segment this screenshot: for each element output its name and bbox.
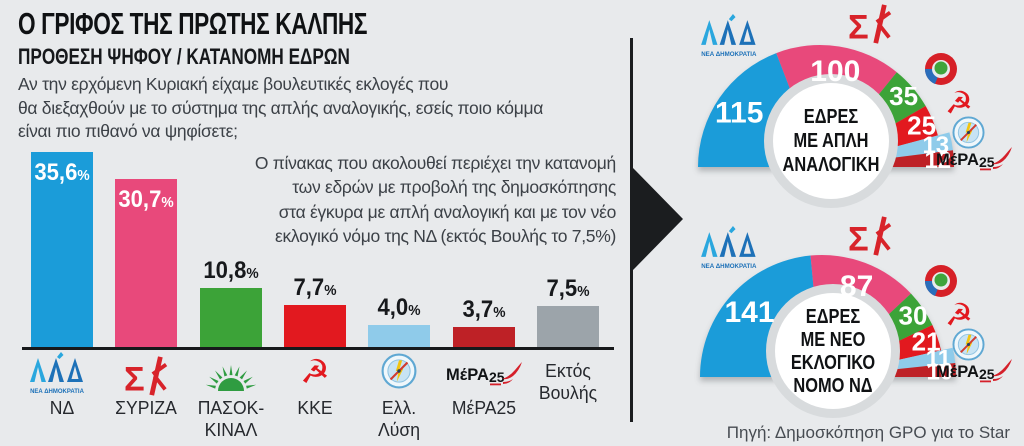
bar-pasok bbox=[199, 287, 262, 347]
nd-logo-icon: ΝΕΑ ΔΗΜΟΚΡΑΤΙΑ bbox=[27, 352, 97, 396]
page-subtitle: ΠΡΟΘΕΣΗ ΨΗΦΟΥ / ΚΑΤΑΝΟΜΗ ΕΔΡΩΝ bbox=[18, 44, 350, 69]
svg-text:Σ: Σ bbox=[124, 360, 145, 398]
bar-value-pasok: 10,8% bbox=[202, 256, 259, 284]
poll-question: Αν την ερχόμενη Κυριακή είχαμε βουλευτικ… bbox=[18, 74, 544, 142]
bar-value-mera25: 3,7% bbox=[462, 295, 505, 323]
percent-sign: % bbox=[408, 302, 421, 320]
pasok-logo-icon bbox=[201, 355, 261, 393]
gauge-new-electoral-law: 141 87 30 21 11 10 ΕΔΡΕΣ ΜΕ ΝΕΟ ΕΚΛΟΓΙΚΟ ΝΟΜΟ… bbox=[670, 216, 1024, 446]
axis-label-syriza: ΣΥΡΙΖΑ bbox=[115, 397, 178, 418]
svg-text:25: 25 bbox=[979, 154, 995, 170]
gauge0-seats-pasok: 35 bbox=[889, 81, 918, 111]
bar-chart-axis bbox=[22, 347, 614, 350]
svg-text:ΜέΡΑ: ΜέΡΑ bbox=[446, 366, 489, 384]
svg-text:☭: ☭ bbox=[945, 85, 973, 121]
gauge1-seats-nd: 141 bbox=[724, 296, 774, 329]
bar-ektos bbox=[536, 305, 599, 347]
svg-text:25: 25 bbox=[979, 366, 995, 382]
bar-nd bbox=[31, 151, 93, 347]
gauge0-seats-syriza: 100 bbox=[810, 55, 860, 88]
axis-label-kke: ΚΚΕ bbox=[297, 397, 333, 418]
bar-value-ellysi: 4,0% bbox=[377, 294, 421, 322]
svg-text:25: 25 bbox=[489, 369, 505, 385]
gauge1-center-disc bbox=[775, 293, 891, 409]
gauge0-seats-nd: 115 bbox=[715, 96, 763, 129]
gauge0-seats-kke: 25 bbox=[907, 110, 936, 140]
syriza-logo-icon: Σ bbox=[124, 354, 168, 398]
percent-sign: % bbox=[77, 166, 90, 184]
svg-text:ΜέΡΑ: ΜέΡΑ bbox=[936, 363, 979, 381]
ellysi-logo-icon bbox=[381, 353, 417, 389]
axis-label-nd: ΝΔ bbox=[49, 397, 75, 418]
axis-label-ellysi: Ελλ. Λύση bbox=[378, 397, 421, 440]
bar-value-ektos: 7,5% bbox=[546, 274, 590, 302]
svg-text:☭: ☭ bbox=[945, 297, 973, 333]
page-title: Ο ΓΡΙΦΟΣ ΤΗΣ ΠΡΩΤΗΣ ΚΑΛΠΗΣ bbox=[18, 6, 368, 41]
gauge1-seats-ellysi: 11 bbox=[926, 346, 951, 373]
percent-sign: % bbox=[492, 303, 505, 321]
axis-label-pasok: ΠΑΣΟΚ- ΚΙΝΑΛ bbox=[197, 397, 264, 440]
svg-text:ΝΕΑ ΔΗΜΟΚΡΑΤΙΑ: ΝΕΑ ΔΗΜΟΚΡΑΤΙΑ bbox=[701, 263, 757, 270]
divider-arrow-icon bbox=[633, 168, 683, 270]
svg-text:ΝΕΑ ΔΗΜΟΚΡΑΤΙΑ: ΝΕΑ ΔΗΜΟΚΡΑΤΙΑ bbox=[701, 51, 757, 58]
bar-kke bbox=[283, 304, 346, 347]
divider-line bbox=[630, 38, 633, 422]
percent-sign: % bbox=[245, 264, 259, 282]
gauge1-seats-pasok: 30 bbox=[899, 301, 928, 331]
svg-text:Σ: Σ bbox=[848, 220, 869, 258]
bar-value-nd: 35,6% bbox=[34, 158, 90, 186]
svg-text:Σ: Σ bbox=[848, 8, 869, 46]
bar-value-syriza: 30,7% bbox=[118, 185, 174, 213]
kke-logo-icon: ☭ bbox=[297, 352, 333, 390]
svg-text:ΝΕΑ ΔΗΜΟΚΡΑΤΙΑ: ΝΕΑ ΔΗΜΟΚΡΑΤΙΑ bbox=[30, 389, 84, 395]
gauge1-seats-mera25: 10 bbox=[926, 359, 953, 386]
gauge0-seats-mera25: 12 bbox=[924, 147, 951, 174]
gauge1-seats-syriza: 87 bbox=[840, 270, 873, 303]
svg-text:☭: ☭ bbox=[300, 352, 330, 390]
gauge0-seats-ellysi: 13 bbox=[922, 132, 949, 159]
gauge1-center-label: ΕΔΡΕΣ ΜΕ ΝΕΟ ΕΚΛΟΓΙΚΟ ΝΟΜΟ ΝΔ bbox=[790, 305, 876, 397]
gauge0-center-label: ΕΔΡΕΣ ΜΕ ΑΠΛΗ ΑΝΑΛΟΓΙΚΗ bbox=[782, 105, 880, 176]
gauge1-seats-kke: 21 bbox=[912, 327, 941, 357]
percent-sign: % bbox=[324, 281, 337, 299]
axis-label-ektos: Εκτός Βουλής bbox=[538, 360, 597, 403]
axis-label-mera25: ΜέΡΑ25 bbox=[451, 397, 516, 418]
percent-sign: % bbox=[161, 193, 174, 211]
bar-ellysi bbox=[368, 325, 431, 347]
mera25-logo-icon: ΜέΡΑ 25 bbox=[446, 361, 522, 387]
percent-sign: % bbox=[577, 282, 590, 300]
svg-text:ΜέΡΑ: ΜέΡΑ bbox=[936, 151, 979, 169]
bar-mera25 bbox=[452, 326, 515, 347]
bar-value-kke: 7,7% bbox=[293, 273, 337, 301]
gauge0-center-disc bbox=[773, 83, 889, 199]
seats-note: Ο πίνακας που ακολουθεί περιέχει την κατ… bbox=[254, 153, 616, 247]
source-credit: Πηγή: Δημοσκόπηση GPO για το Star bbox=[726, 423, 1010, 442]
bar-syriza bbox=[115, 178, 178, 347]
gauge-simple-proportional: 115 100 35 25 13 12 ΕΔΡΕΣ ΜΕ ΑΠΛΗ ΑΝΑΛΟΓΙΚΗ Ν… bbox=[670, 4, 1024, 236]
